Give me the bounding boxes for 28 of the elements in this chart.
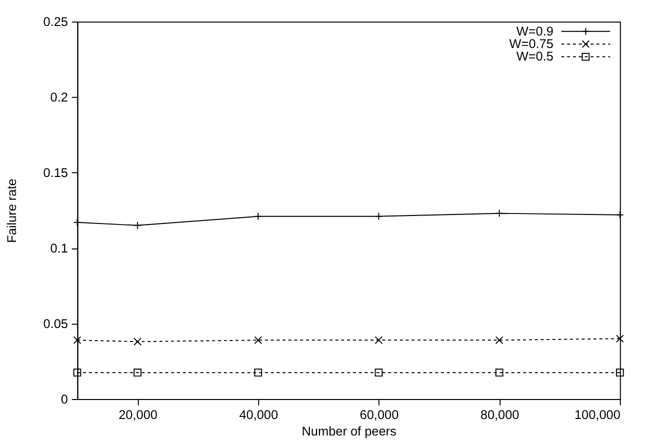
point xyxy=(254,336,262,344)
point xyxy=(254,368,262,377)
y-tick-label: 0.2 xyxy=(50,89,68,104)
point xyxy=(73,368,82,377)
y-tick-label: 0.15 xyxy=(43,164,68,180)
point xyxy=(495,336,504,344)
point xyxy=(134,338,142,346)
point xyxy=(374,368,383,377)
y-axis-title: Failure rate xyxy=(4,178,19,243)
x-tick-label: 100,000 xyxy=(574,407,620,422)
point xyxy=(374,336,383,344)
legend-label: W=0.75 xyxy=(509,36,554,51)
x-tick-label: 60,000 xyxy=(360,407,399,422)
y-tick-label: 0 xyxy=(60,391,68,406)
y-tick-label: 0.05 xyxy=(43,316,68,331)
y-tick-label: 0.1 xyxy=(50,240,68,256)
point xyxy=(134,368,142,377)
point xyxy=(495,368,504,377)
point xyxy=(616,368,624,377)
point xyxy=(73,336,82,344)
x-tick-label: 40,000 xyxy=(239,407,278,422)
legend-label: W=0.5 xyxy=(516,48,554,64)
point xyxy=(616,334,624,343)
y-tick-label: 0.25 xyxy=(43,14,68,29)
x-tick-label: 20,000 xyxy=(118,407,158,422)
x-axis-title: Number of peers xyxy=(302,424,396,439)
legend-label: W=0.9 xyxy=(516,23,554,38)
x-tick-label: 80,000 xyxy=(480,407,520,422)
